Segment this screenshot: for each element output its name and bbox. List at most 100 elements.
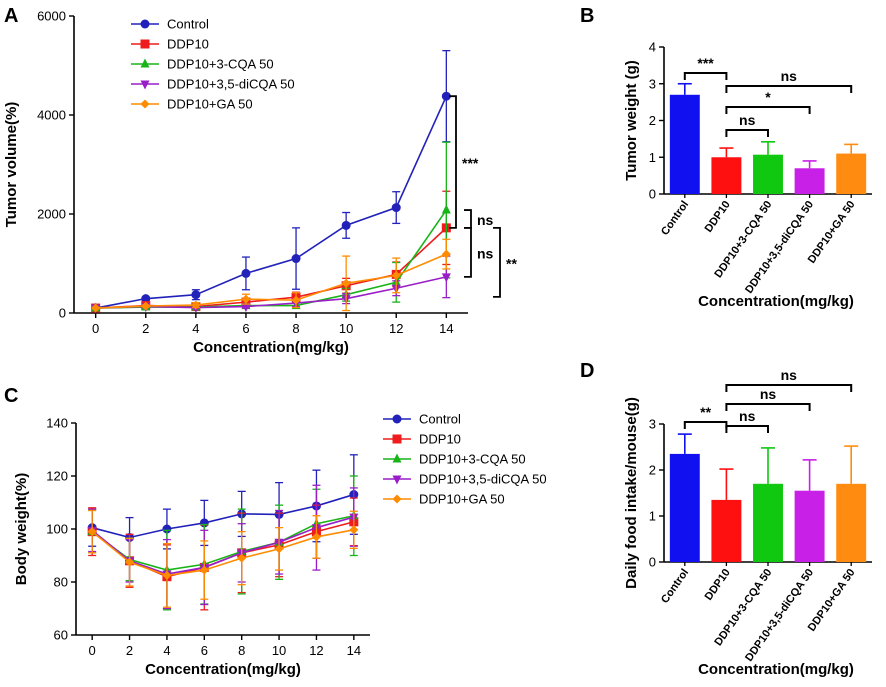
- panel-a-data-point: [91, 303, 101, 313]
- panel-a-data-point: [241, 303, 251, 313]
- panel-a-sig-label: **: [506, 255, 517, 271]
- panel-b-y-tick-label: 1: [649, 150, 656, 165]
- panel-d-y-tick-label: 2: [649, 463, 656, 478]
- panel-a-x-tick-label: 4: [192, 321, 199, 336]
- panel-a-x-tick-label: 6: [242, 321, 249, 336]
- panel-c-data-point: [162, 524, 172, 534]
- panel-c-legend-marker: [392, 494, 402, 504]
- panel-c-data-point: [311, 532, 321, 542]
- panel-a-x-tick-label: 12: [389, 321, 403, 336]
- panel-d-bar-ddp10-3-cqa-50: [753, 483, 783, 562]
- panel-a-y-tick-label: 0: [59, 306, 66, 321]
- panel-d-sig-label: ns: [739, 408, 756, 424]
- panel-a-data-point: [241, 294, 251, 304]
- panel-d-x-tick-label: Control: [659, 567, 691, 606]
- panel-a-data-point: [441, 249, 451, 259]
- panel-a-data-point: [441, 91, 451, 101]
- panel-label-b: B: [580, 5, 594, 27]
- panel-c-series-control: [87, 454, 359, 559]
- panel-c-x-tick-label: 6: [201, 643, 208, 658]
- panel-a-legend-marker: [140, 58, 150, 68]
- panel-c-x-tick-label: 0: [89, 643, 96, 658]
- panel-a-legend-marker: [140, 39, 150, 49]
- panel-a-sig-bracket: [464, 209, 472, 229]
- panel-b-x-tick-label: DDP10: [703, 199, 733, 235]
- panel-a-legend-marker: [140, 19, 150, 29]
- panel-c-body-weight-chart: 60 80 100 120 140 0 2 4 6 8 10 12 14 Concentration(mg…: [13, 412, 547, 679]
- panel-a-x-tick-label: 8: [292, 321, 299, 336]
- panel-a-series-line: [95, 253, 447, 309]
- panel-c-y-tick-label: 140: [46, 416, 68, 431]
- panel-a-y-tick-label: 4000: [37, 108, 66, 123]
- panel-a-legend-marker: [140, 99, 150, 109]
- panel-d-x-tick-label: DDP10: [703, 567, 733, 603]
- panel-c-x-tick-label: 4: [163, 643, 170, 658]
- panel-d-sig-bracket: [725, 384, 853, 392]
- panel-a-data-point: [391, 270, 401, 280]
- panel-d-bar-ddp10-ga-50: [836, 483, 867, 562]
- panel-c-y-axis-title: Body weight(%): [13, 473, 30, 586]
- panel-c-data-point: [349, 525, 359, 535]
- panel-b-sig-bracket: [683, 72, 728, 80]
- panel-c-data-point: [199, 565, 209, 575]
- panel-d-sig-bracket: [725, 403, 811, 411]
- panel-d-bar-control: [669, 453, 700, 562]
- panel-b-x-axis-title: Concentration(mg/kg): [698, 293, 854, 310]
- panel-a-sig-label: ***: [462, 155, 479, 171]
- panel-b-sig-label: *: [765, 89, 771, 105]
- panel-b-bar-control: [669, 94, 700, 194]
- panel-a-data-point: [241, 268, 251, 278]
- panel-d-sig-bracket: [683, 421, 728, 429]
- panel-c-legend-label: DDP10+3,5-diCQA 50: [419, 472, 547, 487]
- panel-d-sig-label: ns: [781, 367, 798, 383]
- panel-a-y-tick-label: 2000: [37, 207, 66, 222]
- panel-c-data-point: [237, 553, 247, 563]
- panel-b-bar-ddp10: [711, 157, 742, 194]
- panel-b-y-tick-label: 0: [649, 187, 656, 202]
- panel-c-legend-label: DDP10+GA 50: [419, 492, 505, 507]
- panel-a-data-point: [391, 203, 401, 213]
- panel-label-d: D: [580, 360, 594, 382]
- panel-c-series-line: [91, 529, 354, 577]
- panel-a-data-point: [191, 290, 201, 300]
- panel-a-x-tick-label: 10: [339, 321, 353, 336]
- panel-a-sig-bracket: [449, 95, 457, 229]
- panel-c-series-ddp10-3-cqa-50: [87, 475, 359, 611]
- panel-c-legend-marker: [392, 434, 402, 444]
- panel-label-a: A: [4, 5, 18, 27]
- panel-c-legend-marker: [392, 414, 402, 424]
- panel-a-x-tick-label: 0: [92, 321, 99, 336]
- panel-d-sig-label: **: [700, 404, 711, 420]
- panel-a-data-point: [291, 254, 301, 264]
- panel-c-y-tick-label: 100: [46, 522, 68, 537]
- panel-b-sig-bracket: [725, 85, 853, 93]
- panel-a-series-line: [95, 95, 448, 309]
- panel-a-sig-label: ns: [477, 245, 494, 261]
- panel-a-x-axis-title: Concentration(mg/kg): [193, 339, 349, 356]
- panel-a-sig-bracket: [493, 226, 501, 298]
- panel-b-y-tick-label: 3: [649, 76, 656, 91]
- panel-a-data-point: [441, 273, 451, 283]
- panel-c-data-point: [162, 570, 172, 580]
- panel-a-data-point: [441, 204, 451, 214]
- panel-c-series-ddp10: [87, 497, 359, 611]
- panel-d-bar-ddp10-3-5-dicqa-50: [794, 490, 825, 562]
- panel-a-y-tick-label: 6000: [37, 9, 66, 24]
- panel-c-legend-label: DDP10: [419, 432, 461, 447]
- panel-a-x-tick-label: 14: [439, 321, 453, 336]
- panel-a-data-point: [191, 300, 201, 310]
- panel-a-data-point: [341, 220, 351, 230]
- panel-d-sig-bracket: [725, 425, 769, 433]
- panel-c-legend-label: Control: [419, 412, 461, 427]
- panel-c-x-tick-label: 14: [347, 643, 361, 658]
- panel-b-sig-label: ns: [739, 112, 756, 128]
- panel-b-bar-ddp10-ga-50: [836, 153, 867, 194]
- panel-a-data-point: [141, 301, 151, 311]
- panel-c-x-tick-label: 10: [272, 643, 286, 658]
- panel-c-x-tick-label: 2: [126, 643, 133, 658]
- panel-a-tumor-volume-chart: 0 2000 4000 6000 0 2 4 6 8 10 12 14 Concentration(mg…: [3, 9, 517, 357]
- panel-c-series-line: [91, 516, 355, 575]
- panel-d-y-tick-label: 3: [649, 417, 656, 432]
